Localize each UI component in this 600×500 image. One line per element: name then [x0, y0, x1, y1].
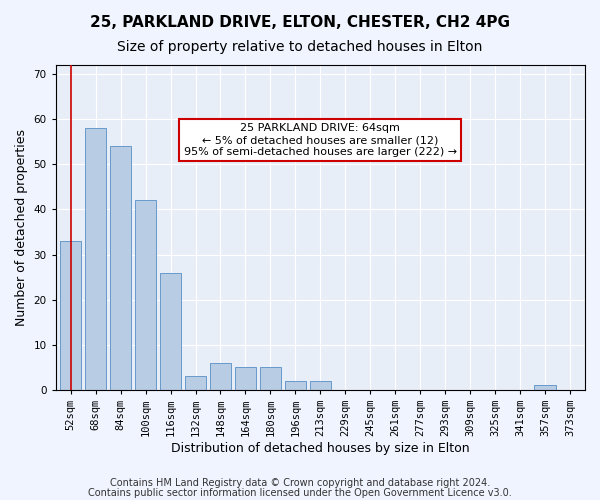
- Text: 25 PARKLAND DRIVE: 64sqm
← 5% of detached houses are smaller (12)
95% of semi-de: 25 PARKLAND DRIVE: 64sqm ← 5% of detache…: [184, 124, 457, 156]
- Bar: [85, 128, 106, 390]
- Y-axis label: Number of detached properties: Number of detached properties: [15, 129, 28, 326]
- Text: Contains public sector information licensed under the Open Government Licence v3: Contains public sector information licen…: [88, 488, 512, 498]
- Bar: [535, 386, 556, 390]
- Bar: [60, 241, 81, 390]
- Bar: [285, 381, 306, 390]
- Text: Size of property relative to detached houses in Elton: Size of property relative to detached ho…: [118, 40, 482, 54]
- Bar: [185, 376, 206, 390]
- Bar: [135, 200, 156, 390]
- Bar: [260, 368, 281, 390]
- Text: Contains HM Land Registry data © Crown copyright and database right 2024.: Contains HM Land Registry data © Crown c…: [110, 478, 490, 488]
- Bar: [160, 272, 181, 390]
- Bar: [110, 146, 131, 390]
- X-axis label: Distribution of detached houses by size in Elton: Distribution of detached houses by size …: [171, 442, 470, 455]
- Bar: [210, 363, 231, 390]
- Text: 25, PARKLAND DRIVE, ELTON, CHESTER, CH2 4PG: 25, PARKLAND DRIVE, ELTON, CHESTER, CH2 …: [90, 15, 510, 30]
- Bar: [235, 368, 256, 390]
- Bar: [310, 381, 331, 390]
